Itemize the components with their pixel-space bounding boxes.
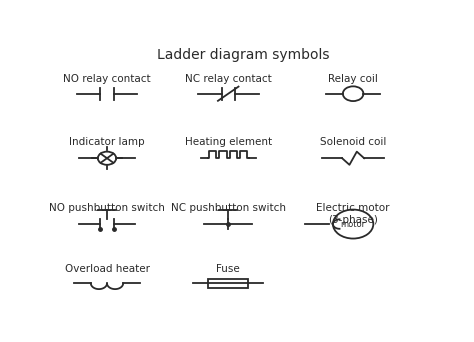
FancyBboxPatch shape bbox=[208, 279, 248, 288]
Text: Fuse: Fuse bbox=[216, 264, 240, 274]
Text: Solenoid coil: Solenoid coil bbox=[320, 137, 386, 147]
Text: NO relay contact: NO relay contact bbox=[63, 74, 151, 84]
Text: Ladder diagram symbols: Ladder diagram symbols bbox=[157, 48, 329, 62]
Text: Relay coil: Relay coil bbox=[328, 74, 378, 84]
Text: Overload heater: Overload heater bbox=[64, 264, 149, 274]
Text: NC pushbutton switch: NC pushbutton switch bbox=[171, 203, 286, 213]
Text: NO pushbutton switch: NO pushbutton switch bbox=[49, 203, 165, 213]
Text: Heating element: Heating element bbox=[185, 137, 272, 147]
Text: Indicator lamp: Indicator lamp bbox=[69, 137, 145, 147]
Text: motor: motor bbox=[340, 220, 366, 228]
Text: Electric motor
(3-phase): Electric motor (3-phase) bbox=[316, 203, 390, 225]
Text: NC relay contact: NC relay contact bbox=[185, 74, 272, 84]
